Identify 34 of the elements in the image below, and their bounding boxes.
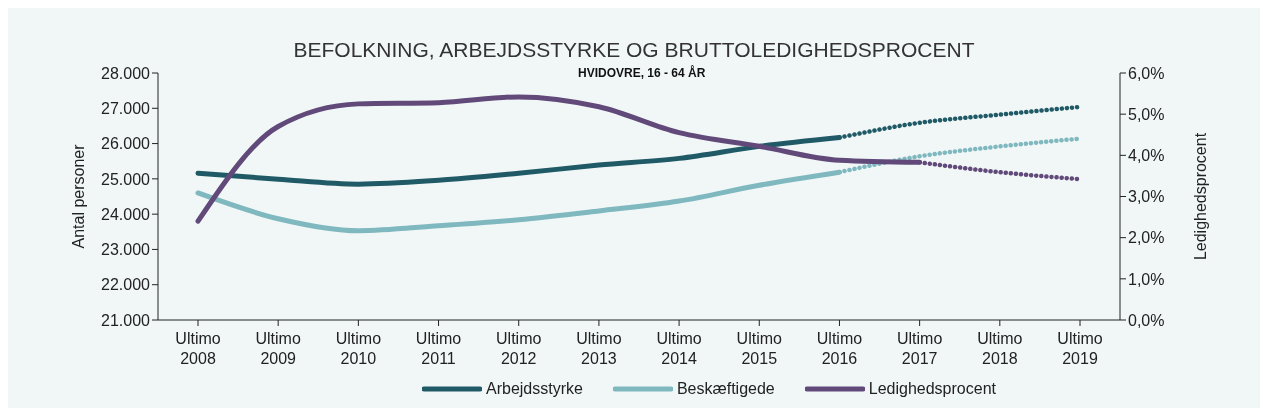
chart-title: BEFOLKNING, ARBEJDSSTYRKE OG BRUTTOLEDIGHEDSPROCENT bbox=[292, 38, 976, 62]
legend-label: Ledighedsprocent bbox=[867, 380, 996, 398]
x-tick-label: Ultimo 2016 bbox=[816, 330, 863, 367]
x-tick-label: Ultimo 2011 bbox=[415, 330, 462, 367]
y2-tick-label: 3,0% bbox=[1128, 188, 1165, 206]
y-tick-label: 21.000 bbox=[101, 311, 151, 329]
y-tick-label: 26.000 bbox=[101, 135, 151, 153]
legend-label: Arbejdsstyrke bbox=[485, 380, 583, 398]
chart-subtitle: HVIDOVRE, 16 - 64 ÅR bbox=[578, 66, 706, 80]
y-tick-label: 24.000 bbox=[101, 205, 151, 223]
y-tick-label: 28.000 bbox=[101, 64, 151, 82]
legend-label: Beskæftigede bbox=[675, 380, 775, 398]
y-tick-label: 25.000 bbox=[101, 170, 151, 188]
x-tick-label: Ultimo 2008 bbox=[175, 330, 221, 367]
x-tick-label: Ultimo 2010 bbox=[335, 330, 382, 367]
y2-tick-label: 5,0% bbox=[1128, 105, 1165, 123]
x-tick-label: Ultimo 2018 bbox=[977, 330, 1023, 367]
x-tick-label: Ultimo 2017 bbox=[896, 330, 943, 367]
y2-tick-label: 4,0% bbox=[1128, 147, 1165, 165]
y2-axis-title: Ledighedsprocent bbox=[1191, 132, 1209, 261]
x-tick-label: Ultimo 2015 bbox=[736, 330, 783, 367]
y-axis-title: Antal personer bbox=[69, 143, 87, 249]
y-tick-label: 22.000 bbox=[101, 276, 151, 294]
y-tick-label: 23.000 bbox=[101, 241, 151, 259]
x-tick-label: Ultimo 2019 bbox=[1057, 330, 1103, 367]
x-tick-label: Ultimo 2012 bbox=[496, 330, 542, 367]
x-tick-label: Ultimo 2013 bbox=[576, 330, 622, 367]
y-tick-label: 27.000 bbox=[101, 99, 151, 117]
y2-tick-label: 6,0% bbox=[1128, 64, 1165, 82]
y2-tick-label: 2,0% bbox=[1128, 229, 1165, 247]
x-tick-label: Ultimo 2014 bbox=[656, 330, 702, 367]
x-tick-label: Ultimo 2009 bbox=[255, 330, 301, 367]
y2-tick-label: 1,0% bbox=[1128, 270, 1165, 288]
y2-tick-label: 0,0% bbox=[1128, 311, 1165, 329]
